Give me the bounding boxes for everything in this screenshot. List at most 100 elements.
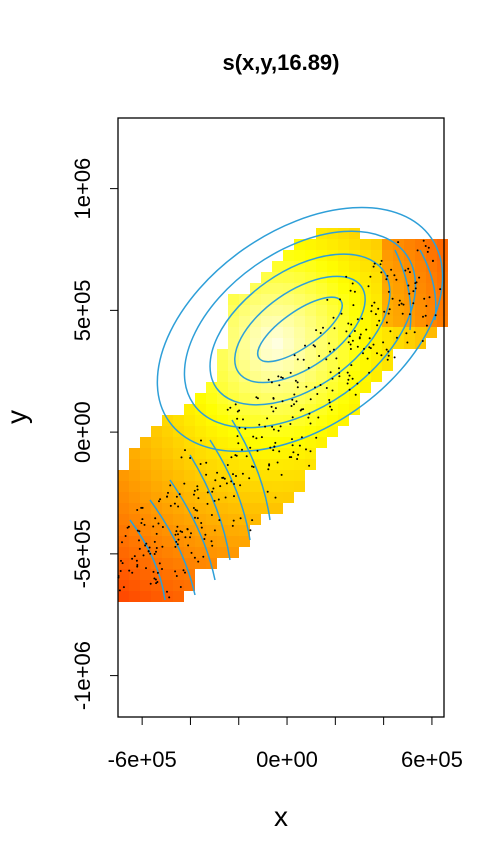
- heat-cell: [338, 338, 349, 349]
- data-point: [368, 337, 371, 340]
- heat-cell: [261, 272, 272, 283]
- heat-cell: [360, 261, 371, 272]
- heat-cell: [305, 272, 316, 283]
- heat-cell: [217, 514, 228, 525]
- heat-cell: [294, 437, 305, 448]
- heat-cell: [129, 558, 140, 569]
- data-point: [329, 405, 332, 408]
- data-point: [362, 352, 364, 355]
- heat-cell: [239, 415, 250, 426]
- data-point: [332, 316, 335, 319]
- heat-cell: [261, 448, 272, 459]
- heat-cell: [151, 459, 162, 470]
- data-point: [349, 289, 352, 292]
- data-point: [352, 304, 355, 307]
- heat-cell: [338, 316, 349, 327]
- data-point: [154, 578, 157, 581]
- data-point: [175, 495, 178, 498]
- heat-cell: [382, 250, 393, 261]
- data-point: [278, 450, 281, 453]
- data-point: [153, 553, 156, 555]
- heat-cell: [327, 305, 338, 316]
- data-point: [369, 275, 372, 278]
- heat-cell: [272, 338, 283, 349]
- heat-cell: [360, 250, 371, 261]
- data-point: [189, 536, 191, 539]
- heat-cell: [338, 305, 349, 316]
- heat-cell: [173, 503, 184, 514]
- data-point: [387, 350, 390, 353]
- data-point: [136, 509, 139, 511]
- heat-cell: [195, 514, 206, 525]
- data-point: [267, 378, 270, 381]
- heat-cell: [250, 404, 261, 415]
- heat-cell: [184, 547, 195, 558]
- chart-title: s(x,y,16.89): [222, 50, 339, 75]
- data-point: [426, 250, 429, 253]
- heat-cell: [327, 261, 338, 272]
- heat-cell: [228, 349, 239, 360]
- heat-cell: [250, 294, 261, 305]
- heat-cell: [327, 360, 338, 371]
- data-point: [274, 441, 277, 444]
- data-point: [312, 344, 315, 347]
- data-point: [168, 596, 171, 599]
- heat-cell: [118, 569, 129, 580]
- heat-cell: [272, 426, 283, 437]
- heat-cell: [349, 239, 360, 250]
- data-point: [152, 570, 155, 573]
- data-point: [251, 519, 254, 522]
- data-point: [366, 357, 369, 360]
- data-point: [193, 556, 196, 559]
- heat-cell: [250, 437, 261, 448]
- data-point: [145, 567, 147, 570]
- data-point: [200, 522, 203, 524]
- heat-cell: [140, 536, 151, 547]
- heat-cell: [184, 437, 195, 448]
- heat-cell: [316, 426, 327, 437]
- data-point: [169, 504, 172, 507]
- heat-cell: [272, 261, 283, 272]
- heat-cell: [140, 503, 151, 514]
- heat-cell: [316, 404, 327, 415]
- heat-cell: [217, 349, 228, 360]
- data-point: [149, 552, 152, 555]
- data-point: [141, 518, 144, 521]
- heat-cell: [283, 349, 294, 360]
- data-point: [291, 398, 294, 401]
- heat-cell: [327, 371, 338, 382]
- heat-cell: [415, 261, 426, 272]
- heat-cell: [228, 470, 239, 481]
- heat-cell: [206, 514, 217, 525]
- heat-cell: [261, 283, 272, 294]
- data-point: [373, 262, 376, 265]
- heat-cell: [349, 349, 360, 360]
- heat-cell: [305, 360, 316, 371]
- data-point: [281, 377, 284, 379]
- heat-cell: [129, 448, 140, 459]
- data-point: [421, 340, 424, 342]
- data-point: [315, 329, 318, 332]
- data-point: [296, 381, 299, 384]
- data-point: [376, 324, 379, 327]
- data-point: [335, 357, 338, 360]
- data-point: [175, 540, 178, 543]
- data-point: [402, 303, 405, 306]
- data-point: [216, 471, 219, 474]
- heat-cell: [316, 360, 327, 371]
- heat-cell: [217, 481, 228, 492]
- heat-cell: [338, 228, 349, 239]
- heat-cell: [393, 250, 404, 261]
- heat-cell: [415, 305, 426, 316]
- heat-cell: [261, 294, 272, 305]
- heat-cell: [206, 393, 217, 404]
- data-point: [289, 371, 292, 374]
- data-point: [196, 509, 199, 512]
- data-point: [178, 493, 181, 496]
- heat-cell: [239, 360, 250, 371]
- data-point: [256, 449, 259, 452]
- data-point: [276, 461, 279, 464]
- data-point: [136, 564, 139, 566]
- data-point: [328, 342, 331, 345]
- heat-cell: [151, 536, 162, 547]
